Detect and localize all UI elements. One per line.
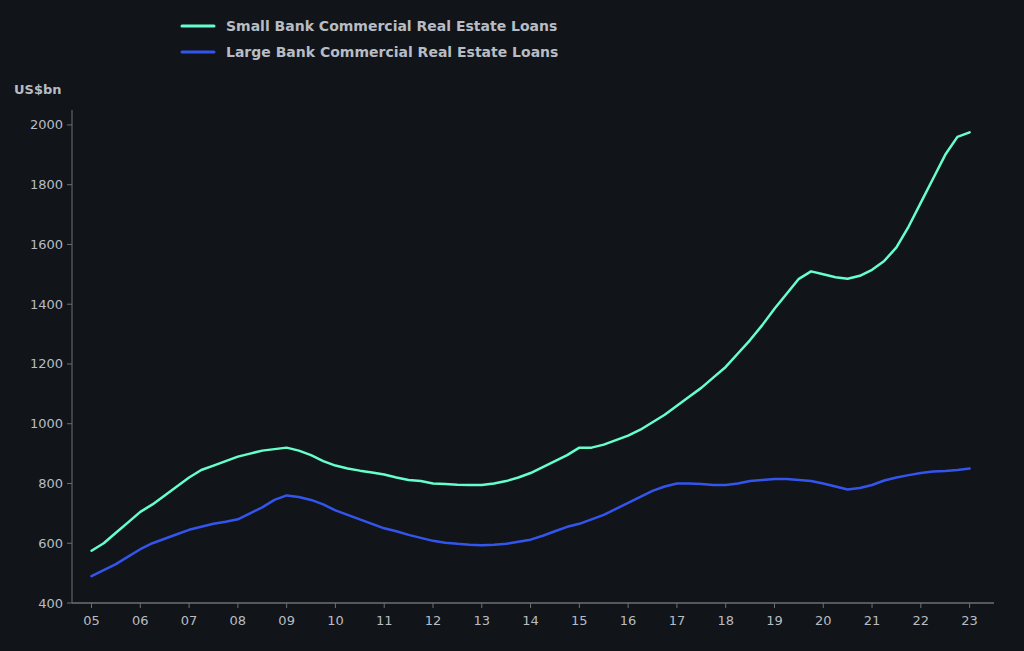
x-tick-label: 08 xyxy=(230,613,247,628)
y-tick xyxy=(67,244,72,245)
x-tick-label: 09 xyxy=(278,613,295,628)
y-tick xyxy=(67,363,72,364)
x-tick-label: 07 xyxy=(181,613,198,628)
y-tick xyxy=(67,483,72,484)
x-tick-label: 06 xyxy=(132,613,149,628)
legend-swatch xyxy=(182,25,214,28)
x-axis-line xyxy=(72,602,994,604)
background xyxy=(0,0,1024,651)
y-tick xyxy=(67,603,72,604)
x-tick-label: 14 xyxy=(522,613,539,628)
x-tick xyxy=(872,603,873,608)
x-tick-label: 17 xyxy=(669,613,686,628)
x-tick xyxy=(91,603,92,608)
x-tick-label: 11 xyxy=(376,613,393,628)
y-tick-label: 1600 xyxy=(30,237,63,252)
x-tick-label: 23 xyxy=(961,613,978,628)
x-tick xyxy=(628,603,629,608)
chart: 05 06 07 08 09 10 11 12 13 14 15 16 17 18 19 20 21 22 23 40… xyxy=(0,0,1024,651)
y-tick-label: 2000 xyxy=(30,117,63,132)
legend-label: Small Bank Commercial Real Estate Loans xyxy=(226,18,557,34)
y-tick xyxy=(67,423,72,424)
x-tick-label: 16 xyxy=(620,613,637,628)
y-axis-label: US$bn xyxy=(14,82,62,97)
y-tick-label: 400 xyxy=(38,596,63,611)
x-tick xyxy=(140,603,141,608)
x-tick-label: 15 xyxy=(571,613,588,628)
x-tick xyxy=(189,603,190,608)
x-tick xyxy=(481,603,482,608)
x-tick-label: 10 xyxy=(327,613,344,628)
y-tick xyxy=(67,543,72,544)
legend: Small Bank Commercial Real Estate Loans L… xyxy=(182,18,558,60)
legend-swatch xyxy=(182,51,214,54)
x-tick xyxy=(530,603,531,608)
x-tick xyxy=(676,603,677,608)
y-tick-label: 1000 xyxy=(30,416,63,431)
y-tick-label: 1200 xyxy=(30,356,63,371)
y-axis-line xyxy=(72,110,73,603)
y-tick-label: 600 xyxy=(38,536,63,551)
plot-area xyxy=(92,132,970,576)
x-tick xyxy=(969,603,970,608)
x-tick xyxy=(774,603,775,608)
x-tick-label: 18 xyxy=(717,613,734,628)
legend-label: Large Bank Commercial Real Estate Loans xyxy=(226,44,558,60)
y-tick xyxy=(67,304,72,305)
x-tick xyxy=(432,603,433,608)
x-tick-label: 19 xyxy=(766,613,783,628)
x-tick-label: 05 xyxy=(83,613,100,628)
x-tick xyxy=(725,603,726,608)
x-tick-label: 12 xyxy=(425,613,442,628)
x-tick-label: 21 xyxy=(864,613,881,628)
x-tick-label: 22 xyxy=(913,613,930,628)
x-tick xyxy=(823,603,824,608)
x-tick xyxy=(384,603,385,608)
y-tick xyxy=(67,184,72,185)
y-tick-label: 1800 xyxy=(30,177,63,192)
x-tick xyxy=(920,603,921,608)
y-tick-label: 800 xyxy=(38,476,63,491)
x-tick xyxy=(286,603,287,608)
x-tick xyxy=(237,603,238,608)
x-tick xyxy=(335,603,336,608)
y-tick-label: 1400 xyxy=(30,297,63,312)
x-tick xyxy=(579,603,580,608)
y-tick xyxy=(67,124,72,125)
x-tick-label: 13 xyxy=(474,613,491,628)
x-tick-label: 20 xyxy=(815,613,832,628)
series-line xyxy=(92,469,970,577)
